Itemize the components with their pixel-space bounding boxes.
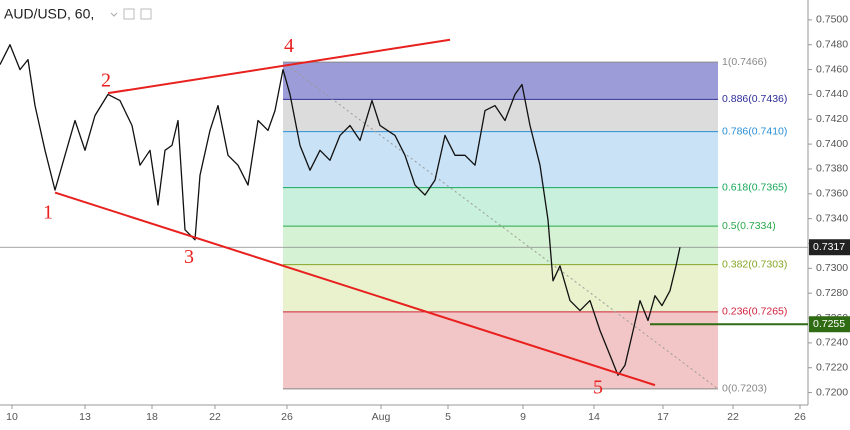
- alert-price-label: 0.7255: [813, 318, 845, 330]
- y-tick-label: 0.7360: [816, 188, 848, 200]
- price-line: [0, 44, 681, 376]
- fib-label: 0.886(0.7436): [722, 93, 787, 105]
- chart-title: AUD/USD, 60,: [4, 6, 94, 22]
- x-tick-label: 17: [657, 411, 669, 423]
- fib-zone: [283, 187, 718, 227]
- fib-zone: [283, 226, 718, 265]
- fib-label: 0(0.7203): [722, 383, 767, 395]
- wave-label: 2: [101, 70, 111, 92]
- x-tick-label: 26: [281, 411, 293, 423]
- y-tick-label: 0.7340: [816, 212, 848, 224]
- icon-close[interactable]: [140, 8, 152, 20]
- y-tick-label: 0.7460: [816, 63, 848, 75]
- x-tick-label: 10: [6, 411, 18, 423]
- fib-label: 0.5(0.7334): [722, 220, 776, 232]
- y-tick-label: 0.7400: [816, 138, 848, 150]
- trendline: [107, 38, 451, 95]
- y-tick-label: 0.7440: [816, 88, 848, 100]
- y-tick-label: 0.7380: [816, 163, 848, 175]
- wave-label: 5: [593, 376, 603, 398]
- y-tick-label: 0.7240: [816, 337, 848, 349]
- y-tick-label: 0.7500: [816, 14, 848, 26]
- y-tick-label: 0.7220: [816, 362, 848, 374]
- x-tick-label: 14: [588, 411, 600, 423]
- trendline: [54, 191, 656, 387]
- wave-label: 4: [284, 35, 294, 57]
- current-price-label: 0.7317: [813, 241, 845, 253]
- x-tick-label: Aug: [372, 411, 391, 423]
- title-icons[interactable]: [110, 8, 152, 20]
- wave-label: 1: [43, 201, 53, 223]
- y-tick-label: 0.7200: [816, 386, 848, 398]
- icon-settings[interactable]: [123, 8, 135, 20]
- fib-zone: [283, 62, 718, 100]
- fib-label: 1(0.7466): [722, 56, 767, 68]
- y-tick-label: 0.7480: [816, 39, 848, 51]
- fib-label: 0.236(0.7265): [722, 306, 787, 318]
- x-tick-label: 22: [209, 411, 221, 423]
- fib-label: 0.618(0.7365): [722, 181, 787, 193]
- alert-price-box: [809, 316, 850, 333]
- y-tick-label: 0.7420: [816, 113, 848, 125]
- fib-zone: [283, 311, 718, 389]
- x-tick-label: 22: [727, 411, 739, 423]
- x-tick-label: 9: [520, 411, 526, 423]
- fib-zone: [283, 131, 718, 188]
- fib-zone: [283, 99, 718, 132]
- fib-label: 0.786(0.7410): [722, 125, 787, 137]
- x-tick-label: 26: [794, 411, 806, 423]
- fib-diagonal: [282, 61, 719, 390]
- x-tick-label: 5: [445, 411, 451, 423]
- x-tick-label: 18: [146, 411, 158, 423]
- current-price-box: [809, 239, 850, 256]
- icon-dropdown[interactable]: [110, 12, 118, 17]
- x-tick-label: 13: [79, 411, 91, 423]
- wave-label: 3: [184, 246, 194, 268]
- y-tick-label: 0.7300: [816, 262, 848, 274]
- fib-label: 0.382(0.7303): [722, 258, 787, 270]
- y-tick-label: 0.7280: [816, 287, 848, 299]
